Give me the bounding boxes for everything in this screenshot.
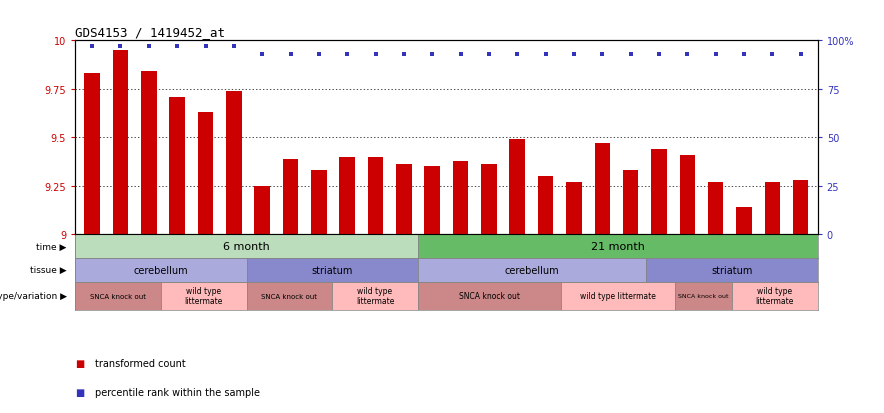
Bar — [332, 282, 418, 310]
Text: wild type
littermate: wild type littermate — [756, 286, 794, 306]
Bar — [736, 207, 751, 235]
Text: transformed count: transformed count — [95, 358, 186, 368]
Bar — [708, 183, 723, 235]
Bar — [75, 235, 418, 258]
Text: SNCA knock out: SNCA knock out — [459, 291, 520, 300]
Bar — [112, 51, 128, 235]
Bar — [560, 282, 674, 310]
Bar — [247, 258, 418, 282]
Text: SNCA knock out: SNCA knock out — [678, 293, 728, 298]
Bar — [75, 282, 161, 310]
Bar — [311, 171, 327, 235]
Text: wild type
littermate: wild type littermate — [185, 286, 223, 306]
Text: 21 month: 21 month — [591, 242, 644, 252]
Text: cerebellum: cerebellum — [505, 265, 560, 275]
Bar — [418, 235, 818, 258]
Bar — [453, 161, 469, 235]
Bar — [226, 92, 241, 235]
Bar — [646, 258, 818, 282]
Bar — [595, 144, 610, 235]
Bar — [339, 157, 355, 235]
Bar — [161, 282, 247, 310]
Bar — [141, 72, 156, 235]
Text: striatum: striatum — [712, 265, 752, 275]
Bar — [247, 282, 332, 310]
Bar — [481, 165, 497, 235]
Bar — [765, 183, 781, 235]
Bar — [75, 258, 247, 282]
Bar — [680, 155, 695, 235]
Text: percentile rank within the sample: percentile rank within the sample — [95, 387, 260, 397]
Bar — [283, 159, 298, 235]
Bar — [170, 97, 185, 235]
Bar — [509, 140, 525, 235]
Text: tissue ▶: tissue ▶ — [30, 266, 66, 275]
Bar — [732, 282, 818, 310]
Bar — [418, 258, 646, 282]
Text: time ▶: time ▶ — [36, 242, 66, 251]
Text: SNCA knock out: SNCA knock out — [90, 293, 146, 299]
Bar — [566, 183, 582, 235]
Bar — [84, 74, 100, 235]
Bar — [793, 180, 809, 235]
Bar — [255, 186, 270, 235]
Bar — [198, 113, 213, 235]
Bar — [652, 150, 667, 235]
Text: wild type littermate: wild type littermate — [580, 291, 656, 300]
Text: wild type
littermate: wild type littermate — [356, 286, 394, 306]
Bar — [368, 157, 384, 235]
Bar — [424, 167, 440, 235]
Text: striatum: striatum — [311, 265, 353, 275]
Text: genotype/variation ▶: genotype/variation ▶ — [0, 291, 66, 300]
Text: ■: ■ — [75, 358, 84, 368]
Text: SNCA knock out: SNCA knock out — [262, 293, 317, 299]
Bar — [674, 282, 732, 310]
Bar — [623, 171, 638, 235]
Text: ■: ■ — [75, 387, 84, 397]
Text: cerebellum: cerebellum — [133, 265, 188, 275]
Bar — [537, 177, 553, 235]
Text: GDS4153 / 1419452_at: GDS4153 / 1419452_at — [75, 26, 225, 39]
Bar — [396, 165, 412, 235]
Text: 6 month: 6 month — [223, 242, 270, 252]
Bar — [418, 282, 560, 310]
